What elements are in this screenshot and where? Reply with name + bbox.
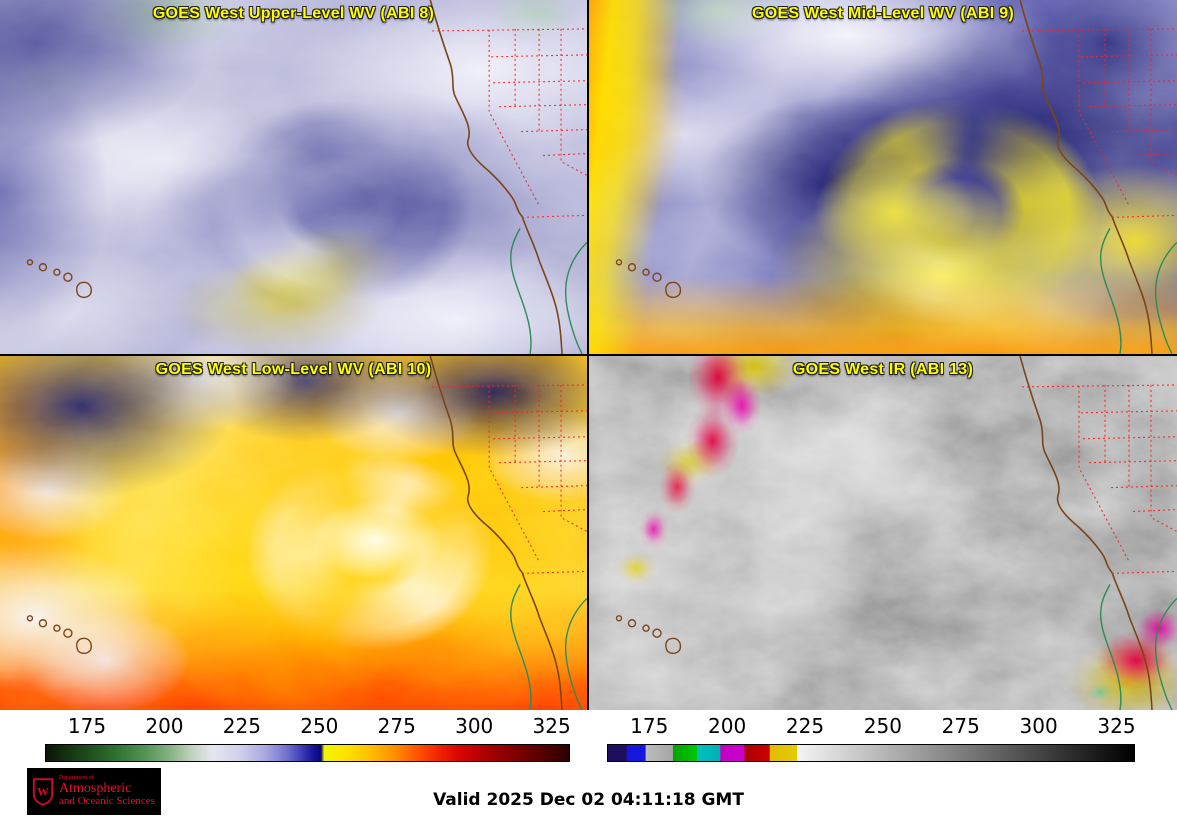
panel-low-level-wv: GOES West Low-Level WV (ABI 10) bbox=[0, 356, 587, 710]
panel-title-abi10: GOES West Low-Level WV (ABI 10) bbox=[155, 361, 432, 378]
colorbar-tick-label: 225 bbox=[222, 714, 261, 738]
satellite-imagery-ir bbox=[589, 356, 1177, 710]
colorbar-tick-label: 325 bbox=[1097, 714, 1136, 738]
footer: W Department of Atmospheric and Oceanic … bbox=[0, 766, 1177, 820]
logo-text: Department of Atmospheric and Oceanic Sc… bbox=[59, 775, 155, 808]
colorbar-tick-label: 175 bbox=[630, 714, 669, 738]
crest-monogram: W bbox=[37, 784, 49, 798]
colorbar-tick-label: 200 bbox=[145, 714, 184, 738]
colorbar-tick-label: 300 bbox=[455, 714, 494, 738]
map-overlay bbox=[615, 0, 1177, 354]
panel-title-abi9: GOES West Mid-Level WV (ABI 9) bbox=[751, 5, 1015, 22]
colorbar-tick-label: 275 bbox=[941, 714, 980, 738]
panel-ir: GOES West IR (ABI 13) bbox=[589, 356, 1177, 710]
panel-mid-level-wv: GOES West Mid-Level WV (ABI 9) bbox=[589, 0, 1177, 354]
colorbar-water-vapor: 175 200 225 250 275 300 325 bbox=[45, 712, 571, 764]
uw-aos-logo: W Department of Atmospheric and Oceanic … bbox=[27, 768, 161, 815]
colorbar-tick-label: 250 bbox=[863, 714, 902, 738]
colorbar-tick-label: 250 bbox=[300, 714, 339, 738]
colorbar-gradient-ir bbox=[607, 744, 1135, 762]
panel-upper-level-wv: GOES West Upper-Level WV (ABI 8) bbox=[0, 0, 587, 354]
map-overlay bbox=[615, 356, 1177, 710]
colorbar-gradient-wv bbox=[45, 744, 570, 762]
logo-line1: Atmospheric bbox=[59, 781, 132, 797]
map-overlay bbox=[26, 356, 587, 710]
panel-title-abi13: GOES West IR (ABI 13) bbox=[792, 361, 974, 378]
colorbar-ir: 175 200 225 250 275 300 325 bbox=[607, 712, 1136, 764]
panel-grid: GOES West Upper-Level WV (ABI 8) GOES We… bbox=[0, 0, 1177, 710]
uw-crest-icon: W bbox=[32, 777, 54, 806]
valid-time: Valid 2025 Dec 02 04:11:18 GMT bbox=[433, 790, 744, 810]
colorbar-tick-label: 300 bbox=[1019, 714, 1058, 738]
colorbar-row: 175 200 225 250 275 300 325 175 200 225 250 275 300… bbox=[0, 710, 1177, 768]
colorbar-ticks-wv: 175 200 225 250 275 300 325 bbox=[45, 712, 571, 740]
map-overlay bbox=[26, 0, 587, 354]
colorbar-ticks-ir: 175 200 225 250 275 300 325 bbox=[607, 712, 1135, 740]
colorbar-tick-label: 175 bbox=[67, 714, 107, 738]
colorbar-tick-label: 275 bbox=[377, 714, 416, 738]
panel-title-abi8: GOES West Upper-Level WV (ABI 8) bbox=[152, 5, 435, 22]
colorbar-tick-label: 225 bbox=[785, 714, 825, 738]
logo-line2: and Oceanic Sciences bbox=[59, 795, 155, 808]
logo-dept-line: Department of bbox=[59, 774, 94, 781]
colorbar-tick-label: 200 bbox=[708, 714, 747, 738]
colorbar-tick-label: 325 bbox=[532, 714, 571, 738]
